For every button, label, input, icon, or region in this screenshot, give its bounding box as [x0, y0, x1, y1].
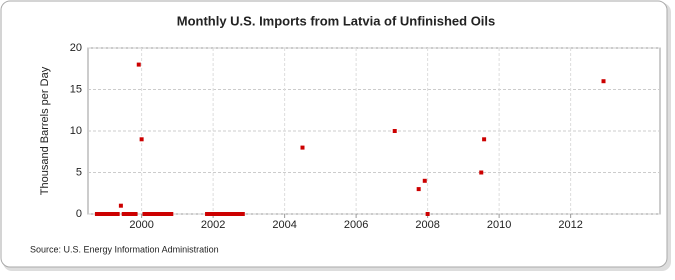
point	[124, 212, 129, 216]
point	[109, 212, 114, 216]
y-axis-label: Thousand Barrels per Day	[39, 66, 51, 195]
point	[145, 212, 150, 216]
point	[106, 212, 111, 216]
point	[130, 212, 135, 216]
point	[166, 212, 171, 216]
chart-title: Monthly U.S. Imports from Latvia of Unfi…	[177, 13, 496, 28]
point	[121, 212, 126, 216]
point	[226, 212, 231, 216]
point	[220, 212, 225, 216]
point	[240, 212, 245, 216]
point	[160, 212, 165, 216]
point	[213, 212, 218, 216]
point	[300, 145, 305, 150]
point	[103, 212, 108, 216]
point	[133, 212, 138, 216]
x-tick-label: 2010	[487, 219, 511, 231]
x-tick-label: 2002	[201, 219, 225, 231]
x-tick-label: 2006	[344, 219, 368, 231]
point	[151, 212, 156, 216]
point	[163, 212, 168, 216]
point	[205, 212, 210, 216]
point	[482, 137, 487, 142]
x-tick-label: 2004	[272, 219, 296, 231]
point	[235, 212, 240, 216]
point	[112, 212, 117, 216]
point	[118, 203, 123, 208]
point	[425, 212, 430, 216]
point	[231, 212, 236, 216]
y-tick-label: 10	[70, 125, 82, 137]
point	[115, 212, 120, 216]
point	[157, 212, 162, 216]
point	[416, 187, 421, 192]
x-tick-label: 2000	[129, 219, 153, 231]
point	[139, 137, 144, 142]
point	[208, 212, 213, 216]
point	[142, 212, 147, 216]
point	[479, 170, 484, 175]
point	[154, 212, 159, 216]
point	[237, 212, 242, 216]
source: Source: U.S. Energy Information Administ…	[30, 244, 219, 254]
point	[229, 212, 233, 216]
x-tick-label: 2012	[558, 219, 582, 231]
point	[169, 212, 174, 216]
point	[101, 212, 106, 216]
y-tick-label: 0	[76, 208, 82, 220]
y-tick-label: 20	[70, 42, 82, 54]
x-tick-label: 2008	[415, 219, 439, 231]
point	[392, 129, 397, 133]
point	[422, 178, 427, 183]
y-tick-label: 5	[76, 166, 82, 178]
point	[601, 79, 606, 84]
point	[148, 212, 153, 216]
point	[222, 212, 227, 216]
y-tick-label: 15	[70, 83, 82, 95]
point	[97, 212, 102, 216]
point	[217, 212, 222, 216]
point	[211, 212, 216, 216]
point	[94, 212, 99, 216]
point	[136, 62, 141, 67]
point	[127, 212, 132, 216]
